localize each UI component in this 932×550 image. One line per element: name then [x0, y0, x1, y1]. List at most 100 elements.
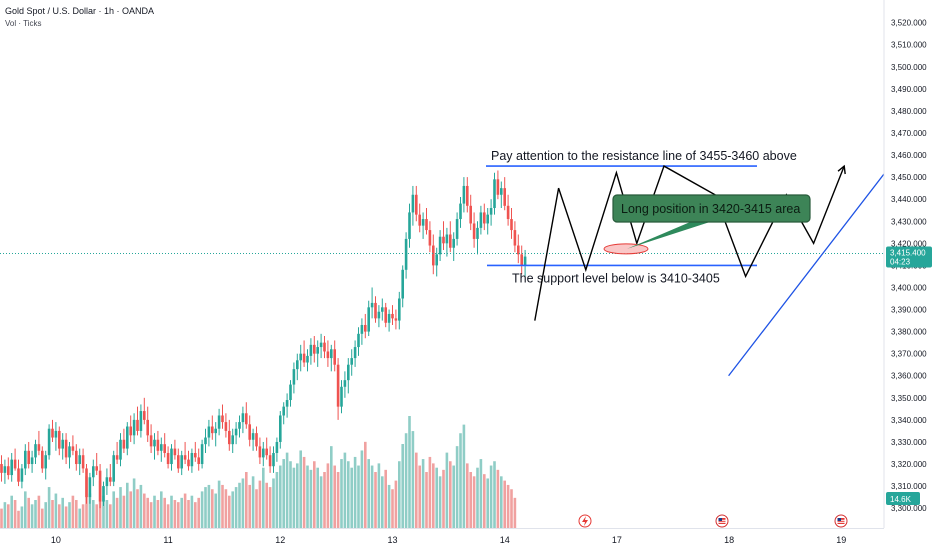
- candle-body: [323, 342, 326, 352]
- candle-body: [88, 477, 92, 498]
- time-tick-label: 13: [387, 535, 397, 545]
- candle-body: [146, 419, 149, 436]
- candle-body: [391, 313, 394, 319]
- candle-body: [415, 194, 418, 215]
- candle-body: [289, 384, 292, 401]
- volume-bar: [122, 495, 126, 528]
- candle-body: [238, 422, 241, 429]
- us-flag-event-icon-canton: [837, 518, 841, 521]
- candle-body: [204, 437, 207, 445]
- volume-bar: [370, 465, 374, 528]
- volume-bar: [112, 491, 115, 528]
- volume-bar: [248, 484, 251, 528]
- volume-bar: [37, 495, 41, 528]
- candle-body: [136, 419, 139, 431]
- candle-body: [54, 430, 58, 438]
- volume-bar: [425, 472, 428, 528]
- volume-bar: [194, 502, 197, 528]
- candle-body: [3, 466, 7, 473]
- volume-bar: [459, 433, 462, 528]
- volume-bar: [132, 478, 136, 528]
- price-tick-label: 3,440.000: [891, 195, 927, 204]
- volume-bar: [163, 497, 166, 528]
- candle-body: [489, 208, 493, 215]
- candle-body: [455, 219, 459, 239]
- volume-bar: [360, 450, 364, 528]
- candle-body: [200, 444, 204, 465]
- price-tick-label: 3,520.000: [891, 19, 927, 28]
- candle-body: [75, 450, 78, 465]
- candlesticks[interactable]: [0, 170, 527, 509]
- volume-bar: [146, 497, 149, 528]
- volume-bar: [153, 495, 156, 528]
- candle-body: [71, 446, 75, 451]
- candle-body: [214, 428, 217, 434]
- candle-body: [228, 430, 231, 445]
- current-price-badge: [886, 246, 932, 268]
- volume-bar: [262, 467, 265, 528]
- candle-body: [37, 444, 41, 451]
- volume-bar: [398, 461, 401, 528]
- candle-body: [360, 324, 364, 334]
- price-tick-label: 3,490.000: [891, 85, 927, 94]
- time-axis[interactable]: 10 11 12 13 14 17 18 19: [0, 514, 932, 550]
- resistance-text: Pay attention to the resistance line of …: [491, 149, 797, 163]
- candle-body: [503, 188, 506, 206]
- candle-body: [438, 236, 442, 255]
- candle-body: [7, 466, 10, 476]
- candle-body: [194, 452, 197, 458]
- candle-body: [394, 318, 398, 321]
- us-flag-event-icon-canton: [718, 518, 722, 521]
- candle-body: [377, 311, 381, 319]
- volume-bar: [204, 487, 207, 528]
- candle-body: [452, 238, 455, 248]
- volume-bar: [183, 493, 187, 528]
- volume-bar: [279, 465, 282, 528]
- volume-bar: [381, 476, 384, 528]
- price-tick-label: 3,430.000: [891, 217, 927, 226]
- volume-bar: [170, 495, 173, 528]
- candle-body: [58, 430, 61, 449]
- volume-bar: [190, 495, 194, 528]
- candle-body: [493, 179, 496, 209]
- candle-body: [177, 455, 180, 469]
- volume-bar: [102, 495, 105, 528]
- candle-body: [173, 448, 177, 456]
- candle-body: [92, 466, 95, 478]
- volume-bar: [275, 472, 279, 528]
- us-flag-event-icon-stripe: [837, 521, 845, 523]
- candle-body: [306, 355, 309, 363]
- volume-bar: [476, 467, 479, 528]
- candle-body: [449, 234, 452, 248]
- price-axis[interactable]: 3,520.000 3,510.000 3,500.000 3,490.000 3,48…: [883, 0, 932, 550]
- candle-body: [462, 185, 466, 204]
- candle-body: [408, 212, 411, 239]
- volume-bar: [13, 500, 17, 528]
- volume-bar: [442, 469, 445, 528]
- candle-body: [85, 468, 88, 498]
- candle-body: [119, 439, 122, 460]
- volume-bar: [92, 500, 95, 528]
- volume-bar: [418, 465, 421, 528]
- candle-body: [163, 444, 166, 453]
- volume-bar: [197, 497, 200, 528]
- symbol-title: Gold Spot / U.S. Dollar · 1h · OANDA: [5, 6, 155, 16]
- volume-value-label: 14.6K: [890, 495, 912, 504]
- candle-body: [132, 419, 136, 436]
- volume-bar: [126, 482, 129, 528]
- candle-body: [109, 477, 112, 482]
- candle-body: [343, 380, 347, 387]
- volume-bar: [241, 478, 245, 528]
- candle-body: [13, 459, 17, 469]
- drawings[interactable]: Pay attention to the resistance line of …: [486, 67, 932, 377]
- volume-bar: [387, 484, 391, 528]
- candle-body: [272, 452, 275, 467]
- price-tick-label: 3,340.000: [891, 416, 927, 425]
- price-tick-label: 3,480.000: [891, 107, 927, 116]
- callout-pointer: [627, 214, 716, 249]
- candle-body: [476, 227, 479, 239]
- volume-bar: [61, 497, 64, 528]
- candle-body: [486, 214, 489, 224]
